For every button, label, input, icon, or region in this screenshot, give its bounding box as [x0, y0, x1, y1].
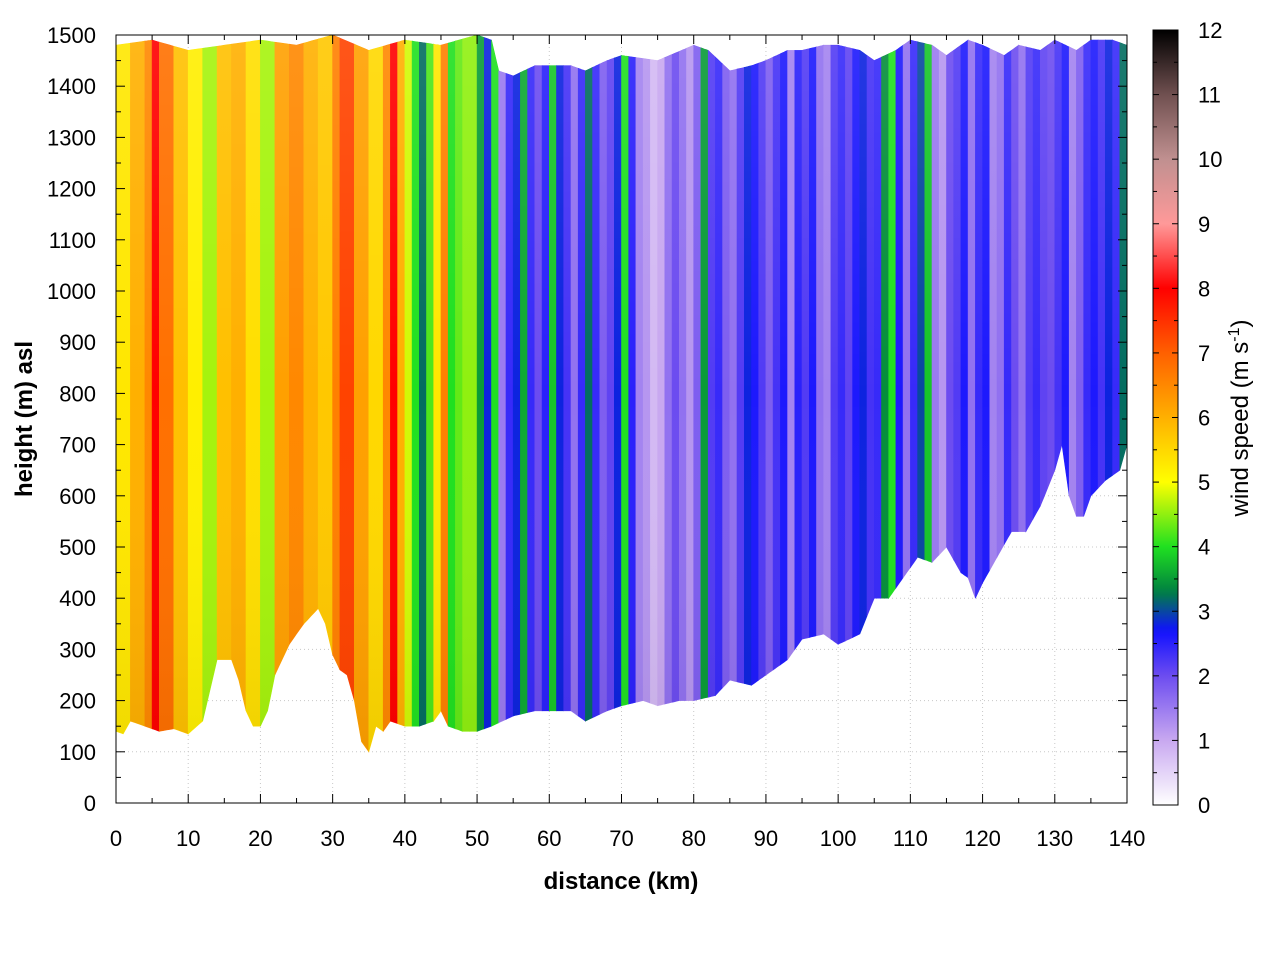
colorbar-tick-label: 3 [1198, 599, 1210, 624]
x-tick-label: 50 [465, 826, 489, 851]
x-tick-label: 120 [964, 826, 1001, 851]
y-axis-title: height (m) asl [11, 341, 38, 497]
y-tick-label: 700 [59, 433, 96, 458]
y-tick-label: 900 [59, 330, 96, 355]
plot-area [115, 34, 1128, 804]
colorbar-tick-label: 0 [1198, 793, 1210, 818]
x-tick-label: 80 [681, 826, 705, 851]
wind-field [116, 35, 1127, 753]
colorbar-tick-label: 5 [1198, 470, 1210, 495]
y-tick-label: 300 [59, 637, 96, 662]
colorbar-tick-label: 8 [1198, 276, 1210, 301]
x-tick-label: 60 [537, 826, 561, 851]
colorbar-tick-label: 2 [1198, 664, 1210, 689]
y-tick-label: 1300 [47, 125, 96, 150]
y-tick-label: 400 [59, 586, 96, 611]
x-tick-label: 110 [893, 826, 928, 851]
y-tick-label: 1400 [47, 74, 96, 99]
x-axis-title: distance (km) [544, 868, 699, 895]
colorbar-tick-label: 10 [1198, 147, 1222, 172]
colorbar-tick-label: 4 [1198, 535, 1210, 560]
x-tick-label: 100 [820, 826, 857, 851]
y-tick-label: 600 [59, 484, 96, 509]
y-tick-label: 500 [59, 535, 96, 560]
x-tick-label: 30 [320, 826, 344, 851]
y-tick-label: 100 [59, 740, 96, 765]
x-tick-label: 10 [176, 826, 200, 851]
y-tick-label: 1500 [47, 23, 96, 48]
y-tick-label: 1100 [49, 228, 96, 253]
colorbar-tick-label: 7 [1198, 341, 1210, 366]
y-tick-label: 800 [59, 381, 96, 406]
x-tick-label: 130 [1036, 826, 1073, 851]
x-tick-label: 20 [248, 826, 272, 851]
field-shading [116, 35, 1127, 752]
x-tick-label: 70 [609, 826, 633, 851]
y-tick-label: 1200 [47, 177, 96, 202]
y-tick-label: 1000 [47, 279, 96, 304]
colorbar-tick-label: 11 [1198, 83, 1221, 108]
colorbar-tick-label: 6 [1198, 406, 1210, 431]
x-tick-label: 90 [754, 826, 778, 851]
colorbar-tick-label: 12 [1198, 18, 1222, 43]
colorbar-title: wind speed (m s-1) [1226, 320, 1254, 518]
colorbar-tick-label: 1 [1198, 728, 1210, 753]
y-axis: 0 100 200 300 400 500 600 700 800 900 1000 1100 1200… [47, 23, 1127, 816]
x-tick-label: 0 [110, 826, 122, 851]
colorbar-tick-label: 9 [1198, 212, 1210, 237]
y-tick-label: 0 [84, 791, 96, 816]
x-tick-label: 140 [1109, 826, 1146, 851]
y-tick-label: 200 [59, 689, 96, 714]
x-axis: 0 10 20 30 40 50 60 70 80 90 100 110 120 130 140 [110, 35, 1145, 851]
x-tick-label: 40 [393, 826, 417, 851]
